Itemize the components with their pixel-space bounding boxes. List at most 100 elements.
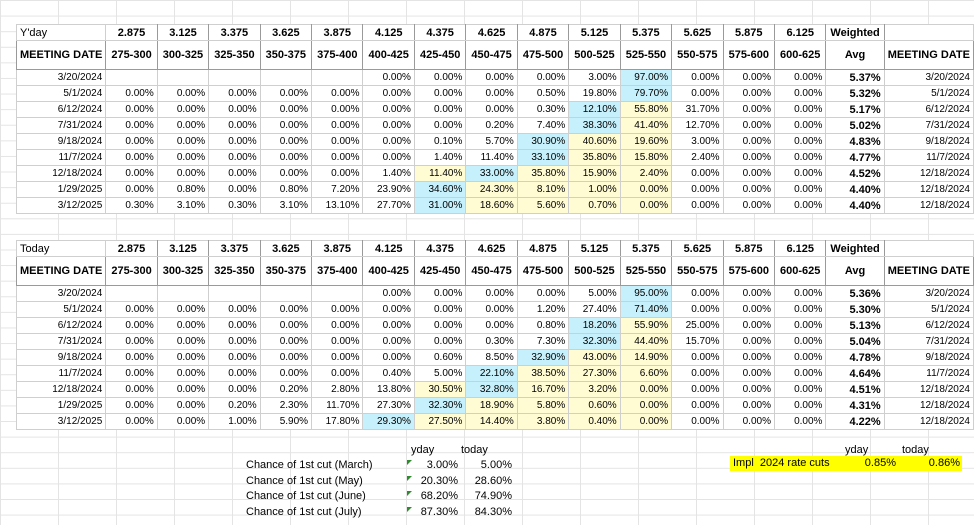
probability-cell[interactable]: 0.60% (413, 349, 467, 366)
probability-cell[interactable]: 23.90% (362, 181, 415, 198)
range-cell[interactable]: 400-425 (362, 256, 415, 286)
cuts-header-today[interactable]: today (461, 444, 488, 456)
probability-cell[interactable]: 0.00% (671, 397, 724, 414)
probability-cell[interactable]: 11.70% (311, 397, 364, 414)
probability-cell[interactable]: 41.40% (619, 117, 673, 134)
empty-cell[interactable] (883, 240, 974, 257)
probability-cell[interactable]: 1.40% (413, 149, 467, 166)
probability-cell[interactable]: 0.00% (773, 149, 827, 166)
probability-cell[interactable]: 0.00% (362, 85, 415, 102)
probability-cell[interactable]: 8.10% (516, 181, 570, 198)
probability-cell[interactable]: 0.00% (773, 197, 827, 214)
probability-cell[interactable]: 0.00% (773, 133, 827, 150)
probability-cell[interactable]: 15.70% (671, 333, 724, 350)
probability-cell[interactable]: 0.00% (105, 165, 158, 182)
range-cell[interactable]: 425-450 (413, 40, 467, 70)
probability-cell[interactable]: 0.00% (773, 69, 827, 86)
probability-cell[interactable]: 0.00% (671, 69, 724, 86)
probability-cell[interactable]: 38.50% (516, 365, 570, 382)
probability-cell[interactable]: 0.30% (516, 101, 570, 118)
meeting-date-cell[interactable]: 1/29/2025 (15, 181, 107, 198)
probability-cell[interactable]: 0.00% (362, 149, 415, 166)
probability-cell[interactable]: 0.00% (773, 317, 827, 334)
probability-cell[interactable]: 31.70% (671, 101, 724, 118)
probability-cell[interactable]: 3.10% (259, 197, 313, 214)
probability-cell[interactable]: 0.00% (156, 101, 210, 118)
weighted-avg-cell[interactable]: 4.40% (825, 197, 885, 214)
weighted-avg-cell[interactable]: 4.83% (825, 133, 885, 150)
probability-cell[interactable]: 5.80% (516, 397, 570, 414)
probability-cell[interactable]: 3.10% (156, 197, 210, 214)
meeting-date-right-cell[interactable]: 12/18/2024 (883, 381, 974, 398)
probability-cell[interactable]: 0.00% (105, 317, 158, 334)
probability-cell[interactable]: 0.00% (362, 317, 415, 334)
meeting-date-right-cell[interactable]: 7/31/2024 (883, 117, 974, 134)
probability-cell[interactable]: 0.00% (619, 197, 673, 214)
probability-cell[interactable]: 0.00% (773, 285, 827, 302)
probability-cell[interactable]: 0.00% (773, 301, 827, 318)
probability-cell[interactable]: 13.80% (362, 381, 415, 398)
meeting-date-right-cell[interactable]: 12/18/2024 (883, 397, 974, 414)
weighted-avg-cell[interactable]: 5.30% (825, 301, 885, 318)
probability-cell[interactable]: 0.00% (208, 317, 261, 334)
probability-cell[interactable]: 0.00% (722, 381, 775, 398)
probability-cell[interactable]: 0.00% (105, 133, 158, 150)
rate-cell[interactable]: 2.875 (105, 240, 158, 257)
weighted-avg-cell[interactable]: 5.04% (825, 333, 885, 350)
probability-cell[interactable]: 0.00% (465, 85, 518, 102)
probability-cell[interactable]: 0.80% (259, 181, 313, 198)
probability-cell[interactable]: 0.00% (722, 133, 775, 150)
meeting-date-right-cell[interactable]: 6/12/2024 (883, 101, 974, 118)
probability-cell[interactable]: 19.80% (568, 85, 621, 102)
rate-cell[interactable]: 4.625 (465, 24, 518, 41)
probability-cell[interactable]: 0.00% (671, 413, 724, 430)
probability-cell[interactable]: 14.90% (619, 349, 673, 366)
probability-cell[interactable]: 0.00% (259, 101, 313, 118)
probability-cell[interactable]: 0.00% (156, 85, 210, 102)
cut-label[interactable]: Chance of 1st cut (June) (246, 490, 366, 502)
table-label[interactable]: Today (15, 240, 107, 257)
range-cell[interactable]: 325-350 (208, 256, 261, 286)
probability-cell[interactable]: 0.00% (105, 301, 158, 318)
range-cell[interactable]: 575-600 (722, 256, 775, 286)
probability-cell[interactable]: 27.40% (568, 301, 621, 318)
weighted-header[interactable]: Weighted (825, 240, 885, 257)
probability-cell[interactable]: 0.00% (105, 117, 158, 134)
probability-cell[interactable]: 55.80% (619, 101, 673, 118)
probability-cell[interactable]: 0.00% (105, 101, 158, 118)
probability-cell[interactable]: 0.00% (671, 365, 724, 382)
rate-cell[interactable]: 3.875 (311, 240, 364, 257)
probability-cell[interactable]: 0.00% (362, 333, 415, 350)
probability-cell[interactable]: 0.00% (259, 165, 313, 182)
probability-cell[interactable]: 0.00% (156, 165, 210, 182)
cut-yday-value[interactable]: 87.30% (420, 505, 458, 518)
range-cell[interactable]: 350-375 (259, 40, 313, 70)
weighted-avg-cell[interactable]: 5.36% (825, 285, 885, 302)
probability-cell[interactable]: 0.00% (105, 365, 158, 382)
probability-cell[interactable]: 0.70% (568, 197, 621, 214)
probability-cell[interactable]: 0.00% (311, 349, 364, 366)
weighted-avg-cell[interactable]: 5.37% (825, 69, 885, 86)
probability-cell[interactable]: 0.60% (568, 397, 621, 414)
probability-cell[interactable]: 5.70% (465, 133, 518, 150)
probability-cell[interactable]: 0.00% (722, 317, 775, 334)
probability-cell[interactable]: 32.30% (413, 397, 467, 414)
probability-cell[interactable]: 18.60% (465, 197, 518, 214)
range-cell[interactable]: 300-325 (156, 256, 210, 286)
range-cell[interactable]: 525-550 (619, 256, 673, 286)
probability-cell[interactable]: 27.70% (362, 197, 415, 214)
probability-cell[interactable]: 1.00% (208, 413, 261, 430)
cut-yday-value[interactable]: 3.00% (426, 459, 458, 471)
probability-cell[interactable]: 0.00% (156, 397, 210, 414)
probability-cell[interactable]: 0.00% (105, 381, 158, 398)
probability-cell[interactable]: 0.00% (311, 101, 364, 118)
probability-cell[interactable]: 0.00% (516, 69, 570, 86)
probability-cell[interactable]: 0.00% (311, 85, 364, 102)
range-cell[interactable]: 325-350 (208, 40, 261, 70)
rate-cell[interactable]: 6.125 (773, 240, 827, 257)
probability-cell[interactable]: 3.20% (568, 381, 621, 398)
probability-cell[interactable]: 0.00% (413, 317, 467, 334)
probability-cell[interactable]: 12.70% (671, 117, 724, 134)
probability-cell[interactable]: 1.40% (362, 165, 415, 182)
probability-cell[interactable]: 0.00% (311, 301, 364, 318)
